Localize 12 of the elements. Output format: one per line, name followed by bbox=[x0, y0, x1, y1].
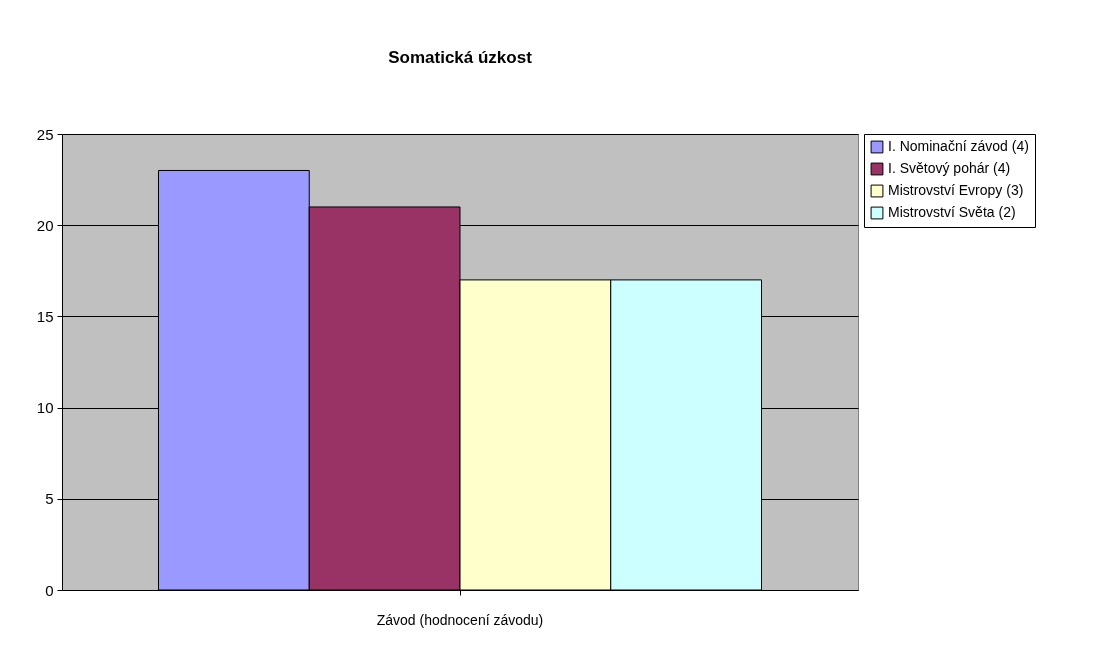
legend-label: I. Nominační závod (4) bbox=[888, 138, 1029, 154]
y-tick-label: 10 bbox=[36, 399, 54, 417]
chart-title: Somatická úzkost bbox=[388, 48, 533, 67]
y-tick-label: 20 bbox=[36, 216, 54, 234]
y-tick-label: 5 bbox=[45, 490, 54, 508]
y-tick-label: 0 bbox=[45, 581, 54, 599]
y-tick-label: 25 bbox=[36, 125, 54, 143]
legend-label: Mistrovství Světa (2) bbox=[888, 204, 1016, 220]
legend-label: Mistrovství Evropy (3) bbox=[888, 182, 1024, 198]
legend-label: I. Světový pohár (4) bbox=[888, 160, 1011, 176]
y-tick-label: 15 bbox=[36, 307, 54, 325]
x-tick-label: Závod (hodnocení závodu) bbox=[376, 611, 544, 628]
